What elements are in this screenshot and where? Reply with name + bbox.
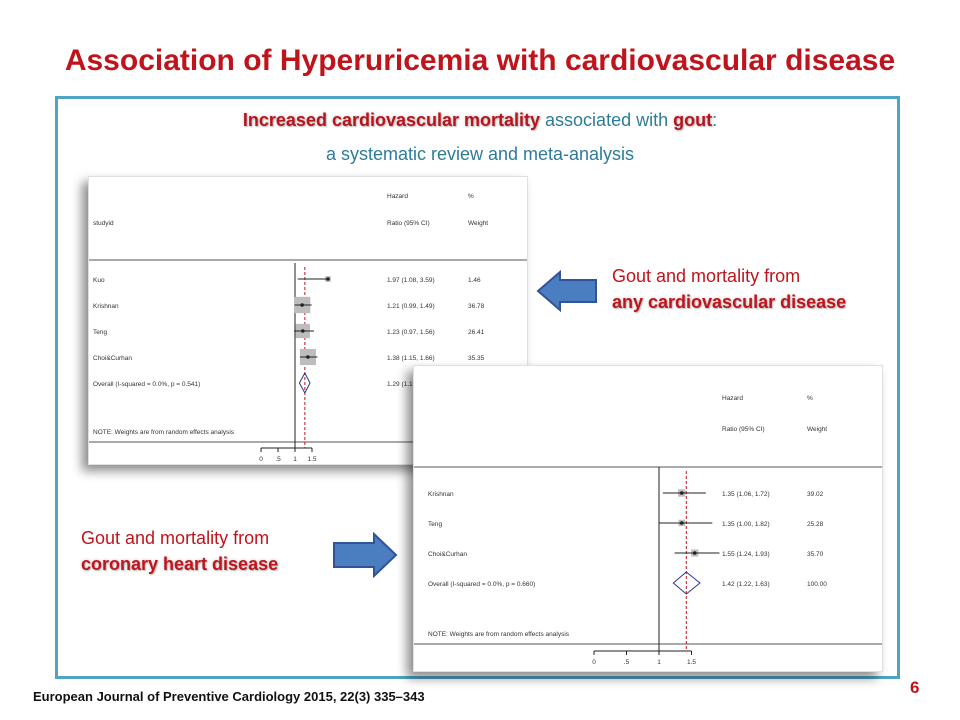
paper-title-highlight-gout: gout <box>673 110 713 130</box>
overall-hr-label: 1.29 (1.13, 1.44) <box>387 381 435 388</box>
study-weight-label: 26.41 <box>468 329 485 336</box>
study-point-estimate <box>326 277 330 281</box>
x-axis-tick-label: .5 <box>275 456 281 463</box>
study-name: Choi&Curhan <box>428 551 467 558</box>
study-weight-label: 35.70 <box>807 551 824 558</box>
study-hr-label: 1.55 (1.24, 1.93) <box>722 551 770 558</box>
study-point-estimate <box>306 355 310 359</box>
callout-any-cvd: Gout and mortality from any cardiovascul… <box>612 263 846 315</box>
header-hazard: Hazard <box>387 193 408 200</box>
callout-any-cvd-line2: any cardiovascular disease <box>612 292 847 312</box>
overall-name: Overall (I-squared = 0.0%, p = 0.660) <box>428 581 535 588</box>
study-point-estimate <box>301 329 305 333</box>
header-hazard: Hazard <box>722 395 743 402</box>
x-axis-tick-label: 1 <box>293 456 297 463</box>
footnote-weights: NOTE: Weights are from random effects an… <box>93 429 235 436</box>
study-hr-label: 1.23 (0.97, 1.56) <box>387 329 435 336</box>
right-arrow-icon <box>333 532 398 578</box>
study-weight-label: 36.78 <box>468 303 485 310</box>
citation-footer: European Journal of Preventive Cardiolog… <box>33 689 425 704</box>
callout-chd: Gout and mortality from coronary heart d… <box>81 525 278 577</box>
forest-plot-cvd-svg: studyid Hazard Ratio (95% CI)% Weight Kuo 1.9… <box>89 193 527 463</box>
footnote-weights: NOTE: Weights are from random effects an… <box>428 631 570 638</box>
study-point-estimate <box>300 303 304 307</box>
paper-title-line1: Increased cardiovascular mortality assoc… <box>0 110 960 131</box>
forest-plot-chd: Hazard Ratio (95% CI)% Weight Krishnan 1.35 … <box>413 365 883 672</box>
header-percent: % <box>468 193 474 200</box>
study-name: Teng <box>93 329 107 336</box>
callout-chd-line1: Gout and mortality from <box>81 528 270 548</box>
study-weight-label: 35.35 <box>468 355 485 362</box>
study-name: Krishnan <box>428 491 454 498</box>
paper-title-connector: associated with <box>540 110 674 130</box>
study-name: Choi&Curhan <box>93 355 132 362</box>
study-point-estimate <box>692 551 697 555</box>
study-name: Teng <box>428 521 442 528</box>
overall-hr-label: 1.42 (1.22, 1.63) <box>722 581 770 588</box>
header-ratio-ci: Ratio (95% CI) <box>722 426 765 433</box>
left-arrow-icon <box>536 270 597 312</box>
callout-chd-line2: coronary heart disease <box>81 554 279 574</box>
overall-diamond <box>672 571 701 595</box>
paper-title-line2: a systematic review and meta-analysis <box>325 144 635 164</box>
study-hr-label: 1.21 (0.99, 1.49) <box>387 303 435 310</box>
study-weight-label: 1.46 <box>468 277 481 284</box>
content-frame <box>55 96 900 679</box>
study-name: Kuo <box>93 277 105 284</box>
study-weight-label: 39.02 <box>807 491 824 498</box>
study-weight-label: 25.28 <box>807 521 824 528</box>
overall-weight-label: 100.00 <box>807 581 827 588</box>
overall-name: Overall (I-squared = 0.0%, p = 0.541) <box>93 381 200 388</box>
page-number: 6 <box>910 678 920 697</box>
x-axis-tick-label: 1 <box>657 659 661 666</box>
x-axis-tick-label: 0 <box>592 659 596 666</box>
header-studyid: studyid <box>93 220 114 227</box>
header-weight: Weight <box>807 426 827 433</box>
paper-title-colon: : <box>712 110 718 130</box>
x-axis-tick-label: .5 <box>624 659 630 666</box>
x-axis-tick-label: 1.5 <box>307 456 316 463</box>
header-percent: % <box>807 395 813 402</box>
header-weight: Weight <box>468 220 488 227</box>
study-point-estimate <box>679 491 684 495</box>
callout-any-cvd-line1: Gout and mortality from <box>612 266 801 286</box>
slide-title: Association of Hyperuricemia with cardio… <box>64 44 896 77</box>
overall-diamond <box>298 371 311 395</box>
header-ratio-ci: Ratio (95% CI) <box>387 220 430 227</box>
study-hr-label: 1.35 (1.06, 1.72) <box>722 491 770 498</box>
paper-title-highlight-mortality: Increased cardiovascular mortality <box>242 110 541 130</box>
study-name: Krishnan <box>93 303 119 310</box>
study-hr-label: 1.35 (1.00, 1.82) <box>722 521 770 528</box>
x-axis-tick-label: 0 <box>259 456 263 463</box>
forest-plot-chd-svg: Hazard Ratio (95% CI)% Weight Krishnan 1.35 … <box>414 395 882 666</box>
study-point-estimate <box>679 521 684 525</box>
study-hr-label: 1.38 (1.15, 1.66) <box>387 355 435 362</box>
study-hr-label: 1.97 (1.08, 3.59) <box>387 277 435 284</box>
x-axis-tick-label: 1.5 <box>687 659 696 666</box>
